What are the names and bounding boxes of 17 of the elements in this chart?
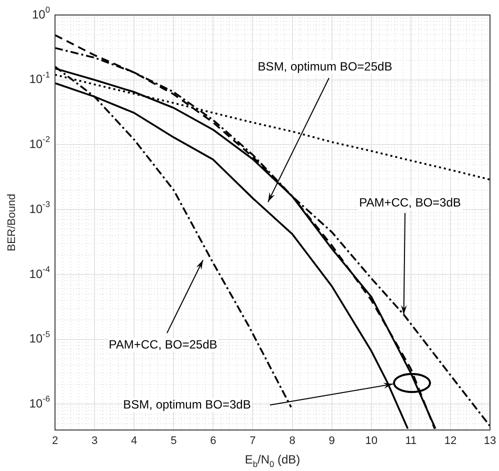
y-axis-title: BER/Bound: [6, 194, 18, 252]
annotation: BSM, optimum BO=3dB: [123, 397, 251, 412]
x-tick-label: 2: [52, 435, 58, 448]
x-tick-label: 3: [91, 435, 98, 448]
x-tick-label: 13: [484, 435, 496, 448]
x-tick-label: 9: [328, 435, 335, 448]
x-tick-label: 8: [289, 435, 296, 448]
annotation: PAM+CC, BO=25dB: [108, 337, 218, 352]
x-tick-label: 11: [405, 435, 417, 448]
x-tick-label: 5: [170, 435, 177, 448]
x-tick-label: 6: [210, 435, 216, 448]
annotation: BSM, optimum BO=25dB: [258, 59, 392, 74]
x-tick-label: 4: [131, 435, 138, 448]
annotation: PAM+CC, BO=3dB: [359, 195, 461, 210]
x-tick-label: 7: [250, 435, 256, 448]
x-tick-label: 12: [444, 435, 457, 448]
x-tick-label: 10: [365, 435, 378, 448]
